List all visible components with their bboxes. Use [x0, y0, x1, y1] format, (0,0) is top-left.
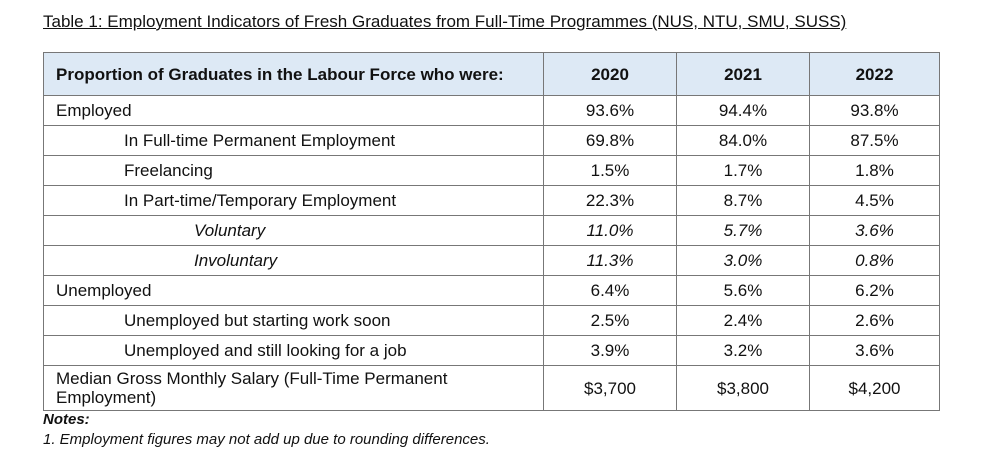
cell-value: 3.9%: [543, 335, 677, 366]
notes: Notes: 1. Employment figures may not add…: [43, 410, 490, 450]
cell-value: 3.6%: [809, 335, 940, 366]
row-label: Unemployed but starting work soon: [43, 305, 544, 336]
table-row: Involuntary 11.3% 3.0% 0.8%: [43, 245, 940, 276]
header-year: 2020: [543, 52, 677, 96]
cell-value: 93.8%: [809, 95, 940, 126]
cell-value: 5.6%: [676, 275, 810, 306]
cell-value: 3.6%: [809, 215, 940, 246]
cell-value: 0.8%: [809, 245, 940, 276]
cell-value: 1.7%: [676, 155, 810, 186]
row-label: In Full-time Permanent Employment: [43, 125, 544, 156]
employment-table: Proportion of Graduates in the Labour Fo…: [43, 52, 940, 411]
cell-value: 2.6%: [809, 305, 940, 336]
cell-value: 87.5%: [809, 125, 940, 156]
cell-value: 1.8%: [809, 155, 940, 186]
table-row: Unemployed but starting work soon 2.5% 2.4…: [43, 305, 940, 336]
row-label: Median Gross Monthly Salary (Full-Time P…: [43, 365, 544, 411]
cell-value: 93.6%: [543, 95, 677, 126]
cell-value: $4,200: [809, 365, 940, 411]
cell-value: 6.2%: [809, 275, 940, 306]
table-title: Table 1: Employment Indicators of Fresh …: [43, 12, 847, 31]
note-item: 1. Employment figures may not add up due…: [43, 431, 490, 448]
row-label: Voluntary: [43, 215, 544, 246]
cell-value: 6.4%: [543, 275, 677, 306]
cell-value: 69.8%: [543, 125, 677, 156]
table-row: Unemployed 6.4% 5.6% 6.2%: [43, 275, 940, 306]
header-label: Proportion of Graduates in the Labour Fo…: [43, 52, 544, 96]
row-label: Unemployed: [43, 275, 544, 306]
header-year: 2022: [809, 52, 940, 96]
cell-value: $3,700: [543, 365, 677, 411]
cell-value: 11.0%: [543, 215, 677, 246]
row-label: Unemployed and still looking for a job: [43, 335, 544, 366]
cell-value: 94.4%: [676, 95, 810, 126]
cell-value: 2.5%: [543, 305, 677, 336]
table-row: Employed 93.6% 94.4% 93.8%: [43, 95, 940, 126]
cell-value: 3.0%: [676, 245, 810, 276]
table-row: In Part-time/Temporary Employment 22.3% 8.…: [43, 185, 940, 216]
row-label: Freelancing: [43, 155, 544, 186]
table-row: Unemployed and still looking for a job 3.…: [43, 335, 940, 366]
table-row: Median Gross Monthly Salary (Full-Time P…: [43, 365, 940, 411]
cell-value: 84.0%: [676, 125, 810, 156]
cell-value: $3,800: [676, 365, 810, 411]
row-label: Employed: [43, 95, 544, 126]
cell-value: 2.4%: [676, 305, 810, 336]
table-row: Freelancing 1.5% 1.7% 1.8%: [43, 155, 940, 186]
row-label: Involuntary: [43, 245, 544, 276]
notes-heading: Notes:: [43, 411, 90, 428]
header-year: 2021: [676, 52, 810, 96]
header-row: Proportion of Graduates in the Labour Fo…: [43, 52, 940, 96]
cell-value: 3.2%: [676, 335, 810, 366]
cell-value: 4.5%: [809, 185, 940, 216]
cell-value: 5.7%: [676, 215, 810, 246]
row-label: In Part-time/Temporary Employment: [43, 185, 544, 216]
table-row: In Full-time Permanent Employment 69.8% 84…: [43, 125, 940, 156]
table-row: Voluntary 11.0% 5.7% 3.6%: [43, 215, 940, 246]
cell-value: 11.3%: [543, 245, 677, 276]
cell-value: 1.5%: [543, 155, 677, 186]
cell-value: 22.3%: [543, 185, 677, 216]
cell-value: 8.7%: [676, 185, 810, 216]
